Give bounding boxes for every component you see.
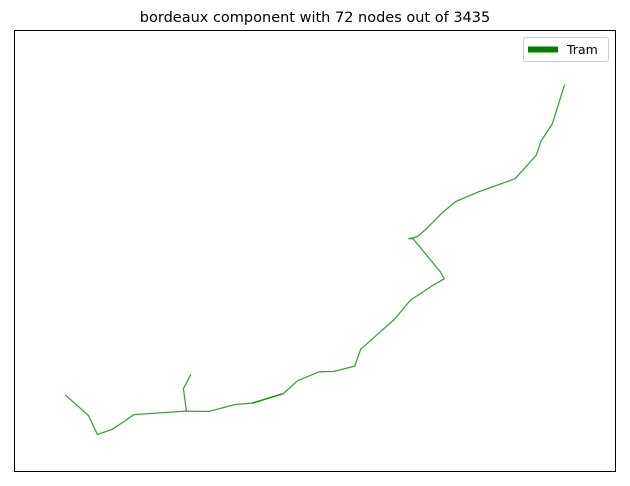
chart-title: bordeaux component with 72 nodes out of … [140, 10, 490, 26]
legend-box [523, 37, 609, 62]
plot-area [14, 30, 616, 472]
tram-line-segment-0 [64, 84, 566, 436]
series-layer [64, 84, 566, 436]
legend-label-tram: Tram [566, 42, 598, 57]
tram-line-segment-2 [252, 393, 283, 404]
legend: Tram [523, 37, 609, 62]
tram-line-segment-1 [182, 374, 192, 412]
